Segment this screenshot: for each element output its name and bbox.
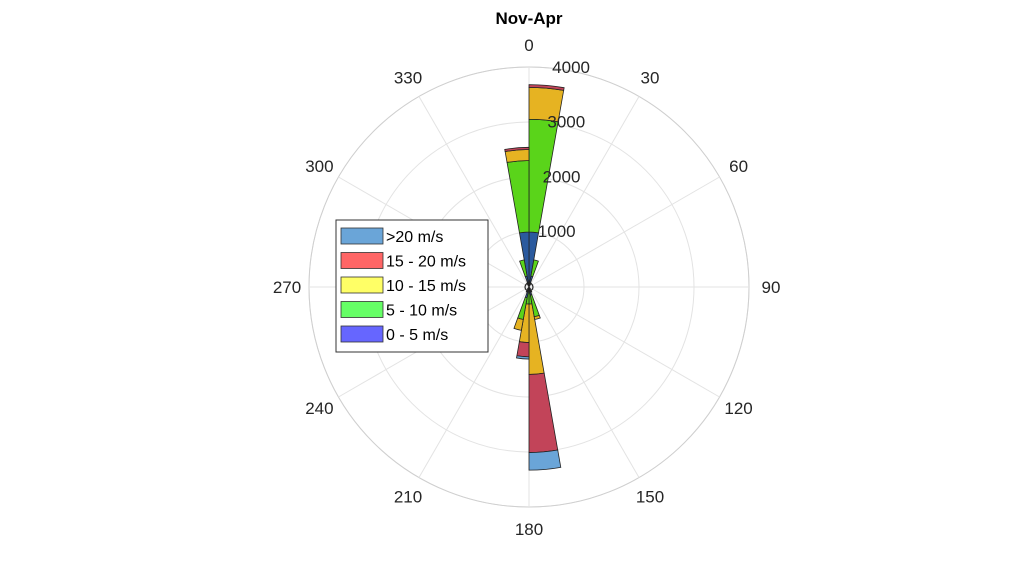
bar-segment-dir5-bin3 xyxy=(528,84,565,91)
legend-label: 0 - 5 m/s xyxy=(386,327,448,344)
theta-tick-label: 300 xyxy=(305,157,333,176)
bar-segment-dir185-bin3 xyxy=(516,341,530,358)
theta-tick-label: 60 xyxy=(729,157,748,176)
bar-segment-dir145-bin0 xyxy=(528,286,531,290)
theta-tick-label: 30 xyxy=(641,68,660,87)
bar-segment-dir195-bin2 xyxy=(513,317,524,331)
grid-spoke-210 xyxy=(418,286,530,478)
theta-tick-label: 0 xyxy=(524,36,533,55)
theta-tick-label: 120 xyxy=(724,399,752,418)
bar-sectors xyxy=(504,84,565,471)
grid-spoke-330 xyxy=(418,96,530,288)
r-tick-label: 3000 xyxy=(547,113,585,132)
bar-segment-dir355-bin3 xyxy=(504,146,530,153)
legend-swatch xyxy=(340,252,384,269)
legend-label: 15 - 20 m/s xyxy=(386,254,466,271)
theta-tick-label: 210 xyxy=(394,488,422,507)
bar-segment-dir15-bin1 xyxy=(530,259,539,278)
bar-segment-dir215-bin0 xyxy=(527,286,530,290)
chart-title: Nov-Apr xyxy=(495,9,562,28)
legend-swatch xyxy=(340,301,384,318)
bar-segment-dir355-bin1 xyxy=(506,160,530,234)
grid-spoke-60 xyxy=(528,176,720,288)
legend-label: 5 - 10 m/s xyxy=(386,303,457,320)
r-tick-label: 1000 xyxy=(538,222,576,241)
theta-tick-label: 270 xyxy=(273,278,301,297)
legend-swatch xyxy=(340,276,384,294)
legend-label: >20 m/s xyxy=(386,229,443,246)
bar-segment-dir345-bin1 xyxy=(519,259,528,278)
theta-tick-label: 90 xyxy=(762,278,781,297)
bar-segment-dir355-bin2 xyxy=(504,149,530,163)
legend: >20 m/s 15 - 20 m/s 10 - 15 m/s 5 - 10 m/s 0… xyxy=(335,219,489,353)
r-tick-label: 4000 xyxy=(552,58,590,77)
grid-spoke-150 xyxy=(528,286,640,478)
grid-spoke-120 xyxy=(528,286,720,398)
center-marker xyxy=(524,282,534,292)
legend-label: 10 - 15 m/s xyxy=(386,278,466,295)
bar-segment-dir175-bin4 xyxy=(528,449,562,471)
theta-tick-label: 330 xyxy=(394,68,422,87)
radial-tick-labels: 1000 2000 3000 4000 xyxy=(538,58,590,241)
angle-tick-labels: 0 30 60 90 120 150 180 210 240 270 300 330 xyxy=(273,36,781,539)
theta-tick-label: 180 xyxy=(515,520,543,539)
legend-swatch xyxy=(340,325,384,343)
bar-segment-dir175-bin3 xyxy=(528,372,559,453)
grid-spoke-30 xyxy=(528,96,640,288)
r-tick-label: 2000 xyxy=(543,167,581,186)
bar-segment-dir185-bin4 xyxy=(516,355,530,360)
theta-tick-label: 150 xyxy=(636,488,664,507)
legend-swatch xyxy=(340,227,384,245)
bar-segment-dir165-bin2 xyxy=(533,314,541,320)
theta-tick-label: 240 xyxy=(305,399,333,418)
